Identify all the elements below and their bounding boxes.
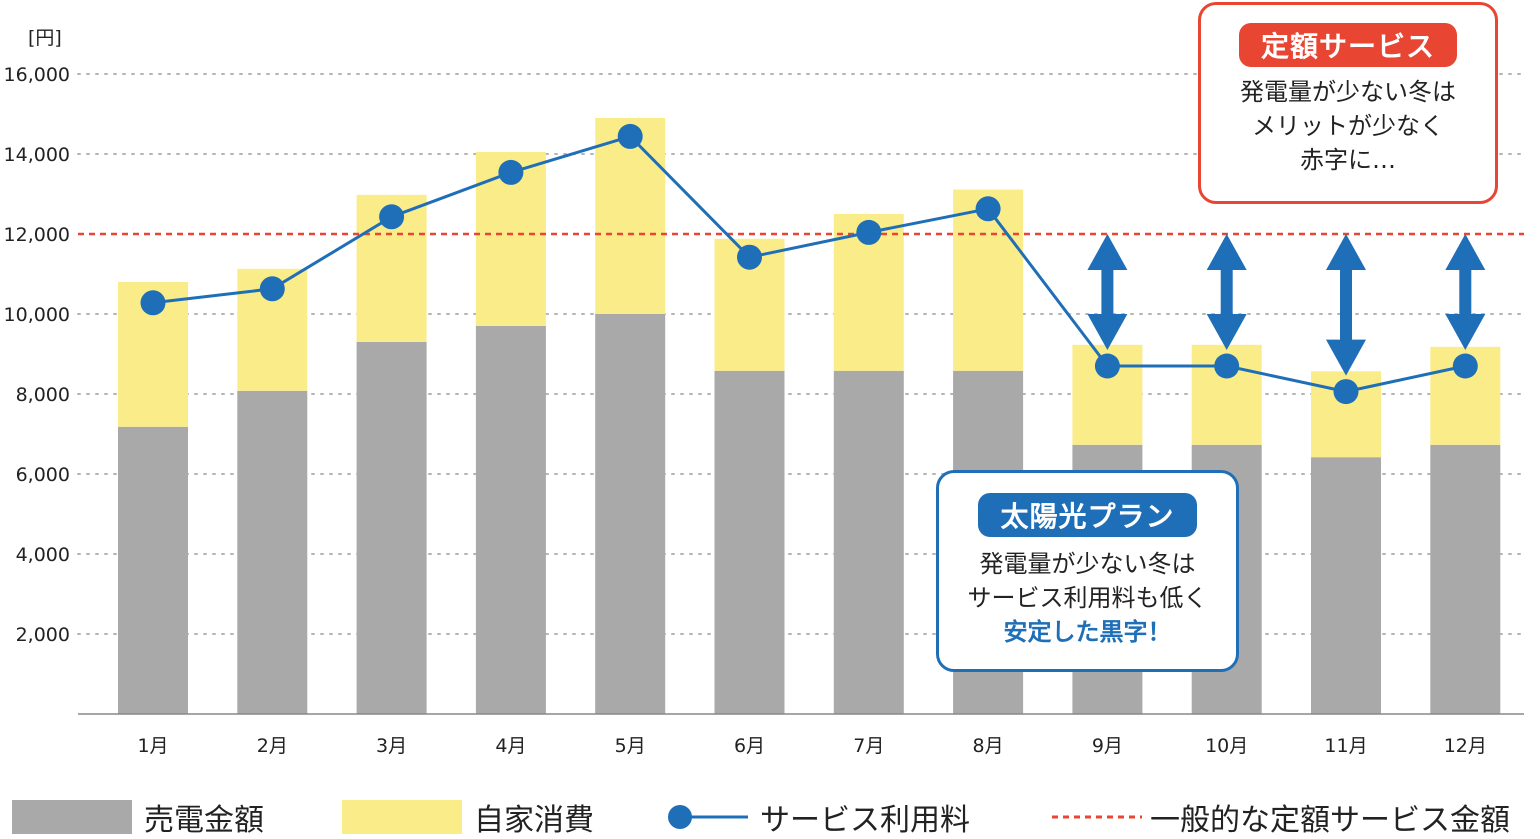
y-axis-unit: [円] — [28, 27, 62, 49]
legend-item-fee: サービス利用料 — [664, 798, 970, 838]
x-tick-label: 6月 — [734, 735, 765, 757]
bar-sales — [595, 314, 666, 714]
y-tick-label: 6,000 — [16, 464, 70, 486]
flat-rate-title: 定額サービス — [1238, 23, 1457, 67]
y-tick-label: 4,000 — [16, 544, 70, 566]
solar-plan-title: 太陽光プラン — [978, 493, 1197, 537]
service-fee-point — [1214, 353, 1240, 379]
flat-rate-callout: 定額サービス 発電量が少ない冬は メリットが少なく 赤字に… — [1198, 2, 1498, 204]
x-tick-label: 3月 — [376, 735, 407, 757]
legend-dashed-line-icon — [1052, 815, 1142, 819]
service-fee-point — [140, 290, 166, 316]
bar-sales — [1311, 457, 1381, 714]
legend-label-fee: サービス利用料 — [760, 803, 970, 838]
flat-rate-line-2: メリットが少なく — [1252, 112, 1444, 140]
y-tick-label: 16,000 — [4, 64, 70, 86]
service-fee-point — [856, 219, 882, 245]
x-tick-label: 10月 — [1205, 735, 1248, 757]
x-tick-label: 8月 — [973, 735, 1004, 757]
bar-sales — [1430, 444, 1501, 714]
x-tick-label: 4月 — [495, 735, 526, 757]
bar-sales — [237, 390, 308, 714]
service-fee-polyline — [152, 134, 1466, 394]
service-fee-point — [1452, 353, 1478, 379]
legend-label-self: 自家消費 — [474, 803, 594, 838]
x-tick-label: 5月 — [615, 735, 646, 757]
service-fee-line — [140, 123, 1478, 405]
bars — [118, 118, 1501, 714]
bar-sales — [118, 426, 188, 714]
bar-self-consumption — [595, 118, 666, 314]
y-tick-label: 8,000 — [16, 384, 70, 406]
bar-sales — [833, 370, 904, 714]
x-tick-label: 2月 — [257, 735, 288, 757]
x-tick-label: 11月 — [1324, 735, 1367, 757]
legend-swatch-gray — [12, 800, 132, 834]
legend-line-marker-icon — [668, 805, 748, 829]
x-tick-label: 7月 — [853, 735, 884, 757]
difference-arrows — [1087, 234, 1486, 376]
x-tick-label: 1月 — [137, 735, 168, 757]
service-fee-point — [1333, 379, 1359, 405]
service-fee-point — [498, 159, 524, 185]
axes: 1月 2月 3月 4月 5月 6月 7月 8月 9月 10月 11月 12月 — [78, 713, 1524, 757]
service-fee-point — [975, 196, 1001, 222]
service-fee-point — [1094, 353, 1120, 379]
service-fee-point — [737, 244, 762, 270]
y-tick-label: 10,000 — [4, 304, 70, 326]
double-arrow-icon — [1326, 234, 1366, 376]
legend-item-self: 自家消費 — [342, 798, 594, 838]
legend-swatch-yellow — [342, 800, 462, 834]
legend-label-ref: 一般的な定額サービス金額 — [1150, 803, 1510, 838]
service-fee-point — [617, 123, 643, 149]
double-arrow-icon — [1087, 234, 1128, 350]
y-tick-label: 14,000 — [4, 144, 70, 166]
y-tick-label: 2,000 — [16, 624, 70, 646]
solar-plan-line-1: 発電量が少ない冬は — [979, 550, 1196, 578]
legend-item-ref: 一般的な定額サービス金額 — [1052, 798, 1510, 838]
bar-sales — [356, 342, 427, 714]
solar-plan-callout: 太陽光プラン 発電量が少ない冬は サービス利用料も低く 安定した黒字！ — [936, 470, 1239, 672]
double-arrow-icon — [1206, 234, 1247, 350]
double-arrow-icon — [1445, 234, 1486, 350]
solar-plan-line-2: サービス利用料も低く — [967, 584, 1208, 612]
flat-rate-line-3: 赤字に… — [1300, 146, 1396, 174]
solar-plan-line-3: 安定した黒字！ — [1003, 618, 1172, 646]
bar-sales — [714, 370, 785, 714]
legend-label-sales: 売電金額 — [144, 803, 264, 838]
y-tick-label: 12,000 — [4, 224, 70, 246]
x-tick-label: 9月 — [1092, 735, 1123, 757]
x-tick-label: 12月 — [1444, 735, 1487, 757]
legend-item-sales: 売電金額 — [12, 798, 264, 838]
bar-sales — [475, 326, 546, 714]
flat-rate-line-1: 発電量が少ない冬は — [1240, 78, 1456, 106]
service-fee-point — [379, 204, 405, 230]
service-fee-point — [259, 276, 285, 302]
